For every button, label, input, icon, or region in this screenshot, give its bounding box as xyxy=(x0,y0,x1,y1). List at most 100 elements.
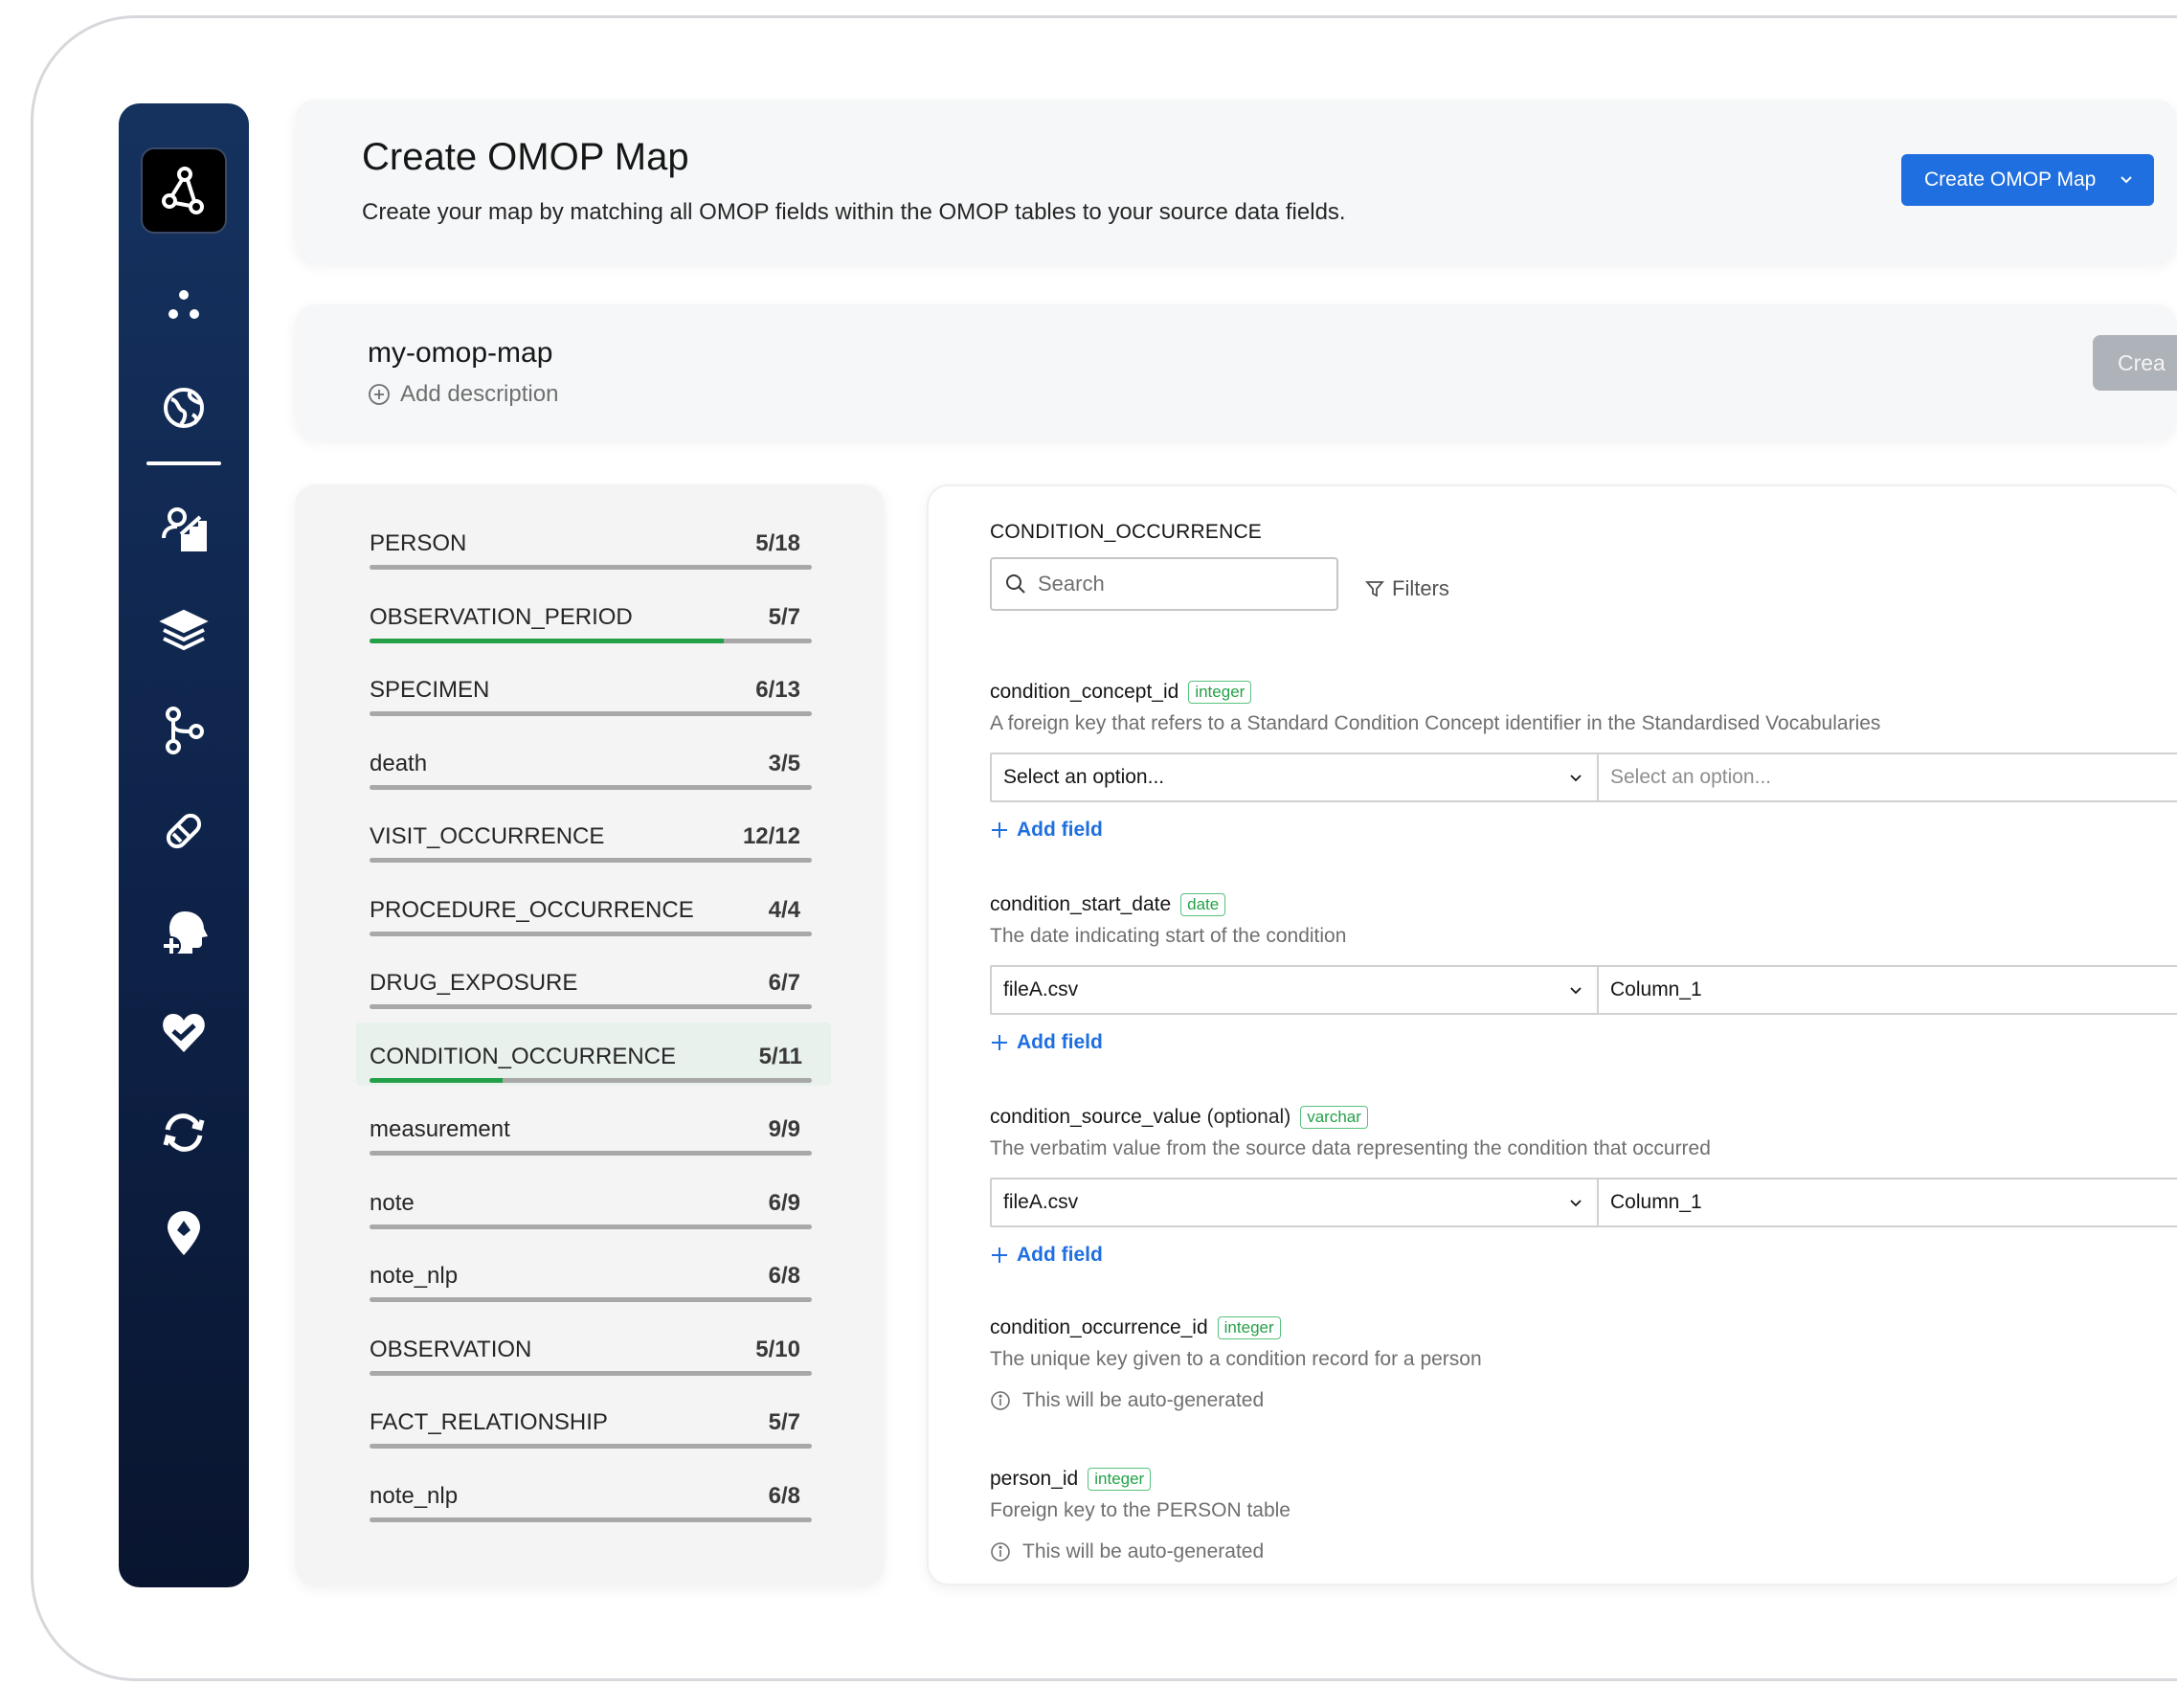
sync-icon[interactable] xyxy=(136,1082,232,1182)
table-progress-bar xyxy=(370,1077,812,1083)
heart-check-icon[interactable] xyxy=(136,981,232,1082)
table-progress-bar xyxy=(370,565,812,570)
field-mapping: fileA.csv Column_1 xyxy=(990,1178,2177,1227)
search-input[interactable]: Search xyxy=(990,557,1338,611)
info-icon xyxy=(991,1391,1010,1410)
field-name: condition_source_value xyxy=(990,1106,1201,1128)
create-omop-map-button[interactable]: Create OMOP Map xyxy=(1901,154,2154,206)
table-name: note_nlp xyxy=(370,1263,459,1289)
table-progress-bar xyxy=(370,711,812,716)
table-list-item[interactable]: OBSERVATION 5/10 xyxy=(356,1315,814,1379)
location-pin-icon[interactable] xyxy=(136,1182,232,1283)
plus-circle-icon xyxy=(369,384,390,405)
source-column-select[interactable]: Column_1 xyxy=(1597,1178,2177,1227)
search-placeholder: Search xyxy=(1038,572,1105,596)
field-name: condition_concept_id xyxy=(990,681,1179,703)
add-description-label: Add description xyxy=(400,381,559,407)
branch-icon[interactable] xyxy=(136,680,232,780)
source-file-select[interactable]: fileA.csv xyxy=(990,965,1599,1015)
table-mapped-count: 5/18 xyxy=(755,530,800,556)
selected-table-title: CONDITION_OCCURRENCE xyxy=(990,521,1263,543)
plus-icon xyxy=(992,822,1007,838)
table-progress-bar xyxy=(370,931,812,936)
table-progress-bar xyxy=(370,1517,812,1522)
table-list-item[interactable]: note_nlp 6/8 xyxy=(356,1242,814,1305)
field-header: condition_source_value (optional) varchar xyxy=(990,1103,2177,1132)
table-mapped-count: 4/4 xyxy=(768,896,800,923)
table-list-item[interactable]: measurement 9/9 xyxy=(356,1095,814,1158)
table-mapped-count: 5/11 xyxy=(758,1043,802,1069)
source-file-select[interactable]: fileA.csv xyxy=(990,1178,1599,1227)
table-list-item[interactable]: PERSON 5/18 xyxy=(356,509,814,573)
table-progress-bar xyxy=(370,858,812,863)
field-header: condition_concept_id integer xyxy=(990,678,2177,707)
map-name[interactable]: my-omop-map xyxy=(368,337,553,369)
source-column-value: Column_1 xyxy=(1610,1191,1702,1213)
table-list-item[interactable]: FACT_RELATIONSHIP 5/7 xyxy=(356,1388,814,1451)
layers-icon[interactable] xyxy=(136,579,232,680)
filters-button[interactable]: Filters xyxy=(1365,576,1449,601)
field-description: Foreign key to the PERSON table xyxy=(990,1499,1290,1521)
omop-table-list: PERSON 5/18 OBSERVATION_PERIOD 5/7 SPECIMEN 6… xyxy=(295,484,885,1585)
nav-rail xyxy=(119,103,249,1587)
source-file-value: fileA.csv xyxy=(1003,978,1079,1000)
table-progress-bar xyxy=(370,1151,812,1156)
source-column-select[interactable]: Column_1 xyxy=(1597,965,2177,1015)
table-list-item[interactable]: PROCEDURE_OCCURRENCE 4/4 xyxy=(356,876,814,939)
table-name: death xyxy=(370,750,428,776)
source-column-value: Select an option... xyxy=(1610,766,1772,788)
table-progress-fill xyxy=(370,638,724,643)
auto-generated-label: This will be auto-generated xyxy=(1022,1389,1265,1411)
table-list-item[interactable]: death 3/5 xyxy=(356,730,814,793)
plus-icon xyxy=(992,1035,1007,1050)
field-header: person_id integer xyxy=(990,1465,2177,1494)
field-description: The verbatim value from the source data … xyxy=(990,1137,1711,1159)
create-omop-map-button-label: Create OMOP Map xyxy=(1924,169,2097,191)
field-type-badge: varchar xyxy=(1300,1106,1368,1129)
table-progress-bar xyxy=(370,1444,812,1449)
table-list-item[interactable]: CONDITION_OCCURRENCE 5/11 xyxy=(356,1022,831,1086)
table-list-item[interactable]: OBSERVATION_PERIOD 5/7 xyxy=(356,583,814,646)
table-progress-bar xyxy=(370,1297,812,1302)
table-list-item[interactable]: note_nlp 6/8 xyxy=(356,1462,814,1525)
table-mapped-count: 6/8 xyxy=(768,1482,800,1509)
table-list-item[interactable]: DRUG_EXPOSURE 6/7 xyxy=(356,949,814,1012)
field-type-badge: date xyxy=(1180,893,1226,916)
table-mapped-count: 6/9 xyxy=(768,1189,800,1216)
auto-generated-note: This will be auto-generated xyxy=(990,1386,2177,1415)
head-plus-icon[interactable] xyxy=(136,881,232,981)
field-header: condition_occurrence_id integer xyxy=(990,1314,2177,1342)
add-field-button[interactable]: Add field xyxy=(990,816,2177,844)
field-type-badge: integer xyxy=(1088,1468,1152,1491)
chevron-down-icon xyxy=(1570,987,1582,995)
omop-field: condition_concept_id integer A foreign key… xyxy=(990,678,2177,844)
table-list-item[interactable]: SPECIMEN 6/13 xyxy=(356,656,814,719)
field-header: condition_start_date date xyxy=(990,890,2177,919)
source-file-select[interactable]: Select an option... xyxy=(990,753,1599,802)
dots-icon[interactable] xyxy=(136,257,232,357)
table-progress-bar xyxy=(370,1224,812,1229)
table-list-item[interactable]: note 6/9 xyxy=(356,1169,814,1232)
chevron-down-icon xyxy=(1570,1200,1582,1207)
source-column-select[interactable]: Select an option... xyxy=(1597,753,2177,802)
add-field-button[interactable]: Add field xyxy=(990,1028,2177,1057)
field-name: condition_start_date xyxy=(990,893,1172,915)
chevron-down-icon xyxy=(1570,775,1582,782)
table-mapped-count: 6/7 xyxy=(768,970,800,996)
add-field-button[interactable]: Add field xyxy=(990,1241,2177,1270)
pill-icon[interactable] xyxy=(136,780,232,881)
table-name: PERSON xyxy=(370,530,467,556)
table-name: note xyxy=(370,1189,415,1216)
chevron-down-icon xyxy=(2121,176,2132,184)
add-field-label: Add field xyxy=(1017,1244,1103,1266)
globe-icon[interactable] xyxy=(136,357,232,458)
app-logo-icon[interactable] xyxy=(141,147,227,234)
add-description-link[interactable]: Add description xyxy=(368,381,558,408)
omop-field: condition_start_date date The date indicat… xyxy=(990,890,2177,1057)
table-mapped-count: 12/12 xyxy=(742,823,800,849)
source-column-value: Column_1 xyxy=(1610,978,1702,1000)
table-list-item[interactable]: VISIT_OCCURRENCE 12/12 xyxy=(356,802,814,865)
create-button-disabled[interactable]: Crea xyxy=(2093,335,2177,391)
table-name: OBSERVATION_PERIOD xyxy=(370,603,633,630)
analytics-icon[interactable] xyxy=(136,479,232,579)
